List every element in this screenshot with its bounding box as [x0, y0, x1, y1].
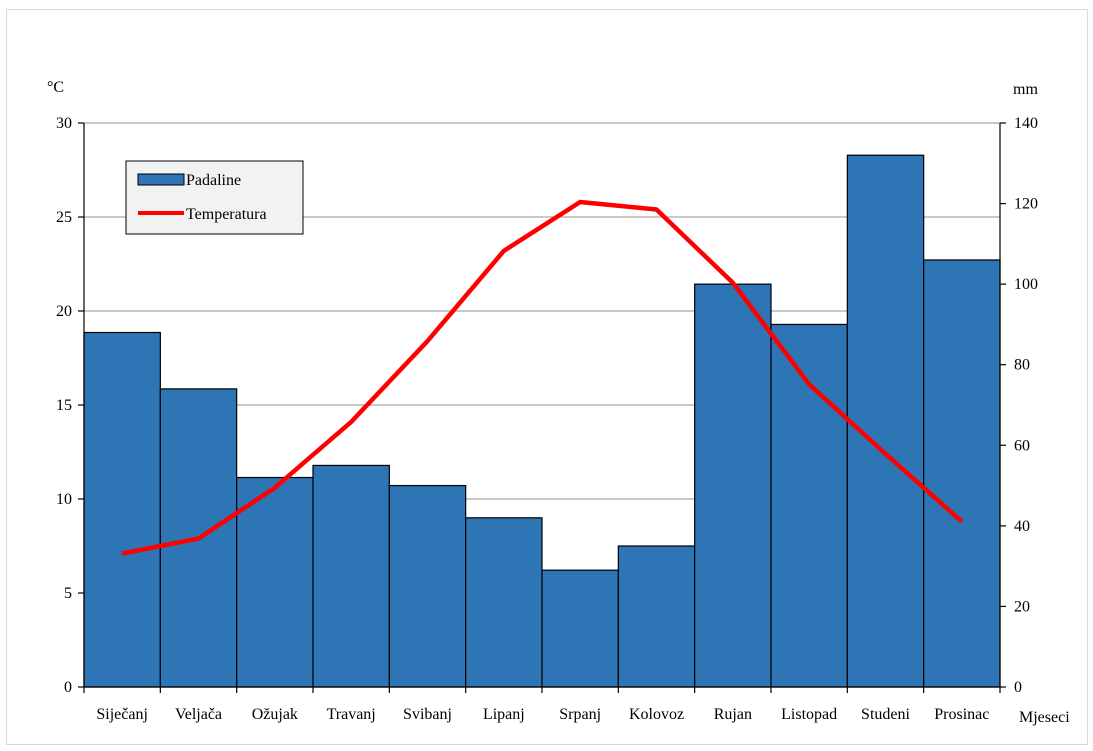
legend: Padaline Temperatura [125, 160, 304, 235]
precipitation-bars [83, 154, 1001, 688]
x-axis-label: Mjeseci [1019, 709, 1070, 726]
bar-6 [465, 517, 543, 688]
bar-4 [312, 464, 390, 688]
right-tick-label: 120 [1014, 196, 1038, 213]
bar-11 [846, 154, 925, 688]
bar-10 [770, 323, 848, 688]
right-tick-label: 40 [1014, 518, 1030, 535]
left-axis-unit-label: °C [47, 79, 64, 96]
bar-1 [83, 331, 161, 688]
x-tick-label: Listopad [781, 706, 837, 723]
bar-5 [388, 484, 467, 688]
right-axis-unit-label: mm [1013, 81, 1038, 98]
x-tick-label: Studeni [861, 706, 910, 723]
left-tick-label: 30 [56, 115, 72, 132]
bar-9 [694, 283, 772, 688]
left-tick-label: 20 [56, 303, 72, 320]
axis-labels: °C mm Mjeseci [47, 79, 1070, 726]
bar-8 [617, 545, 696, 688]
right-tick-label: 20 [1014, 598, 1030, 615]
legend-box [125, 160, 304, 235]
x-tick-label: Svibanj [403, 706, 452, 723]
x-tick-label: Lipanj [483, 706, 525, 723]
bar-7 [541, 569, 619, 688]
bar-12 [923, 259, 1001, 688]
temperature-line-group [121, 199, 964, 556]
x-tick-label: Srpanj [559, 706, 601, 723]
legend-temperatura-label: Temperatura [186, 206, 267, 223]
left-tick-label: 15 [56, 397, 72, 414]
x-tick-label: Kolovoz [629, 706, 684, 723]
bar-3 [236, 476, 314, 688]
x-tick-label: Prosinac [934, 706, 989, 723]
axes: 0 5 10 15 20 25 30 0 20 40 60 80 100 120 140 Siječanj Ve… [56, 115, 1038, 723]
x-tick-label: Travanj [327, 706, 376, 723]
right-tick-label: 100 [1014, 276, 1038, 293]
left-tick-label: 5 [64, 585, 72, 602]
left-tick-label: 0 [64, 679, 72, 696]
x-tick-label: Veljača [175, 706, 222, 723]
right-tick-label: 60 [1014, 437, 1030, 454]
right-tick-label: 140 [1014, 115, 1038, 132]
legend-padaline-swatch [137, 173, 185, 186]
x-tick-label: Siječanj [96, 706, 148, 723]
x-tick-label: Ožujak [252, 706, 298, 723]
legend-padaline-label: Padaline [186, 172, 241, 189]
left-tick-label: 25 [56, 209, 72, 226]
x-tick-label: Rujan [714, 706, 752, 723]
right-tick-label: 80 [1014, 357, 1030, 374]
chart-frame [6, 9, 1088, 745]
left-tick-label: 10 [56, 491, 72, 508]
right-tick-label: 0 [1014, 679, 1022, 696]
temperature-line [121, 199, 964, 556]
